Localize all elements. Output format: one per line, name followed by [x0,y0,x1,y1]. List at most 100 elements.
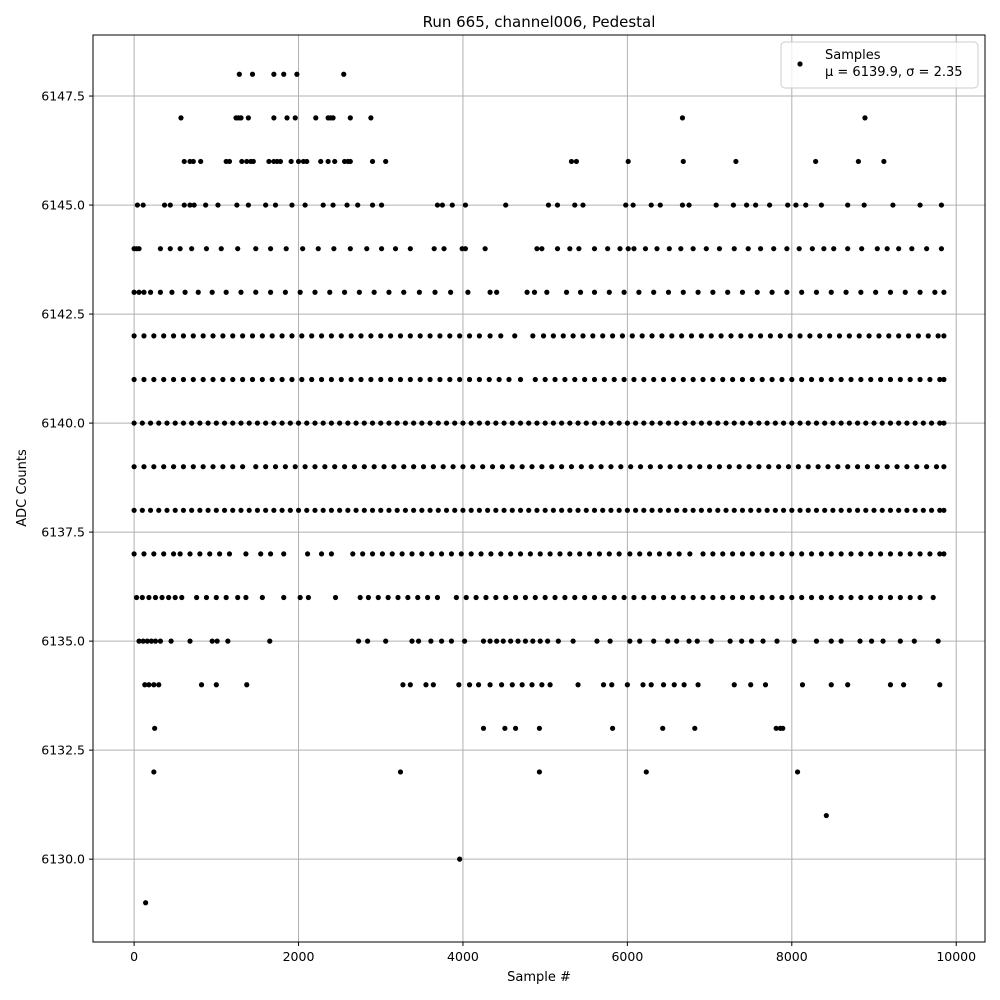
data-point [880,638,886,644]
data-point [328,551,335,557]
data-point [203,202,209,208]
data-point [470,464,476,470]
data-point [450,464,456,470]
data-point [223,594,229,601]
data-point [415,594,421,601]
data-point [498,333,504,339]
data-point [263,202,269,208]
data-point [836,333,843,339]
data-point [496,376,502,383]
data-point [796,246,802,252]
data-point [448,551,455,557]
data-point [364,246,370,252]
data-point [151,376,157,383]
data-point [759,551,765,557]
data-point [487,333,493,339]
data-point [330,115,336,121]
data-point [360,551,366,557]
data-point [937,551,943,557]
data-point [320,507,326,513]
data-point [425,594,431,601]
data-point [250,158,256,165]
data-point [858,551,864,557]
data-point [831,246,837,252]
data-point [594,638,600,644]
data-point [700,376,706,383]
data-point [225,638,231,644]
data-point [631,246,637,252]
data-point [797,333,803,339]
data-point [710,289,716,295]
data-point [254,420,261,426]
x-tick-label: 0 [130,949,138,964]
data-point [213,682,219,688]
data-point [417,333,423,339]
data-point [524,289,530,295]
data-point [838,507,844,513]
data-point [828,551,834,557]
data-point [666,551,672,557]
data-point [651,376,657,383]
data-point [632,420,639,426]
data-point [217,551,223,557]
data-point [435,507,441,513]
data-point [678,246,684,252]
data-point [141,289,147,295]
data-point [297,289,303,295]
data-point [249,376,256,383]
data-point [876,333,882,339]
data-point [297,594,303,601]
data-point [780,725,786,731]
data-point [767,202,773,208]
data-point [157,246,164,252]
data-point [897,638,903,644]
data-point [591,289,598,295]
data-point [745,246,751,252]
data-point [378,507,384,513]
data-point [863,507,869,513]
data-point [295,420,302,426]
data-point [656,551,663,557]
data-point [780,507,787,513]
data-point [328,333,335,339]
data-point [643,769,649,775]
data-point [772,420,778,426]
data-point [676,551,682,557]
data-point [157,638,164,644]
data-point [313,115,319,121]
data-point [197,507,203,513]
data-point [708,638,714,644]
data-point [580,333,586,339]
data-point [937,376,943,383]
data-point [141,551,147,557]
data-point [458,551,464,557]
data-point [637,464,644,470]
data-point [368,333,374,339]
data-point [905,333,912,339]
data-point [147,420,154,426]
data-point [526,420,532,426]
data-point [157,289,164,295]
data-point [361,420,367,426]
data-point [884,464,890,470]
data-point [793,202,799,208]
data-point [267,246,274,252]
legend-stats: μ = 6139.9, σ = 2.35 [825,65,963,80]
data-point [739,594,746,601]
data-point [660,376,667,383]
data-point [322,464,328,470]
data-point [739,289,746,295]
data-point [246,420,252,426]
data-point [187,202,193,208]
data-point [361,464,367,470]
data-point [353,420,359,426]
data-point [166,594,172,601]
data-point [189,507,195,513]
data-point [151,682,157,688]
data-point [807,333,813,339]
data-point [512,725,519,731]
data-point [567,246,573,252]
data-point [494,638,500,644]
data-point [141,333,147,339]
